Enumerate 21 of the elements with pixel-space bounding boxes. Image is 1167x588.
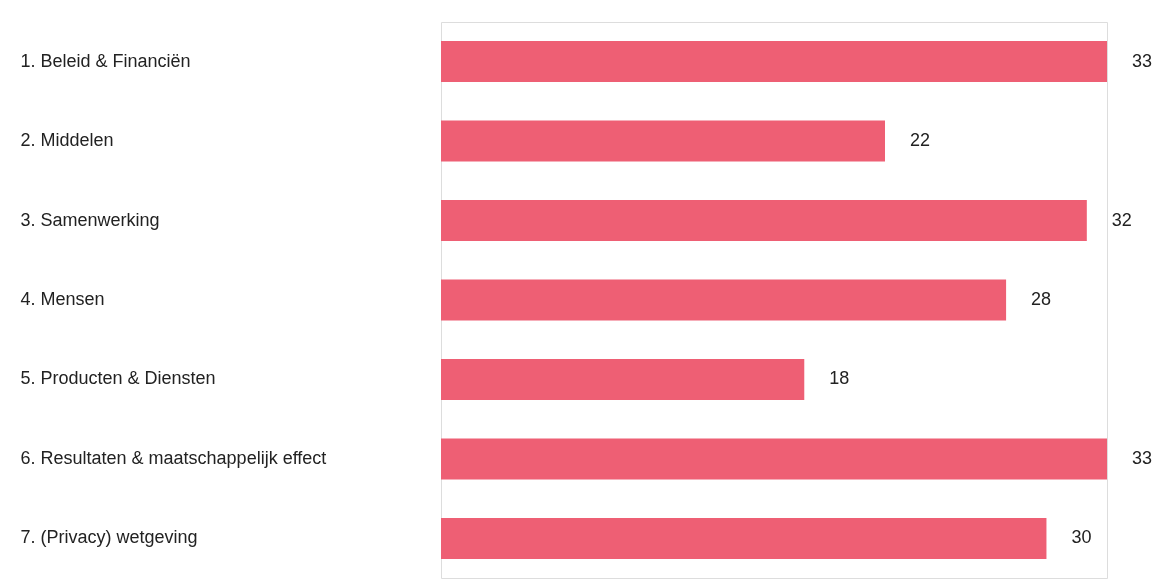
data-label: 33 (1132, 447, 1153, 468)
data-label: 30 (1071, 527, 1092, 548)
bar (441, 41, 1107, 83)
y-tick-label: 6. Resultaten & maatschappelijk effect (20, 447, 327, 468)
y-tick-label: 2. Middelen (20, 130, 114, 151)
bar (441, 438, 1107, 480)
y-tick-label: 3. Samenwerking (20, 209, 160, 230)
y-tick-label: 5. Producten & Diensten (20, 368, 216, 389)
bar (441, 200, 1087, 241)
data-label: 33 (1132, 50, 1153, 71)
y-tick-label: 4. Mensen (20, 289, 105, 309)
bar (441, 359, 805, 400)
bar (441, 120, 885, 162)
data-label: 32 (1111, 209, 1132, 230)
y-tick-label: 7. (Privacy) wetgeving (20, 527, 198, 548)
bar (441, 517, 1047, 559)
y-tick-label: 1. Beleid & Financiën (20, 50, 191, 71)
data-label: 18 (829, 368, 850, 389)
bar (441, 279, 1007, 321)
data-label: 28 (1031, 289, 1052, 309)
data-label: 22 (910, 130, 931, 151)
